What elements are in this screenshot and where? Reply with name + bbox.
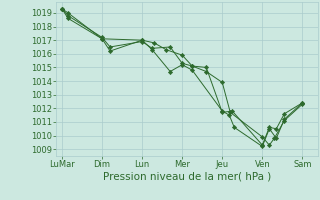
X-axis label: Pression niveau de la mer( hPa ): Pression niveau de la mer( hPa ) xyxy=(103,172,271,182)
